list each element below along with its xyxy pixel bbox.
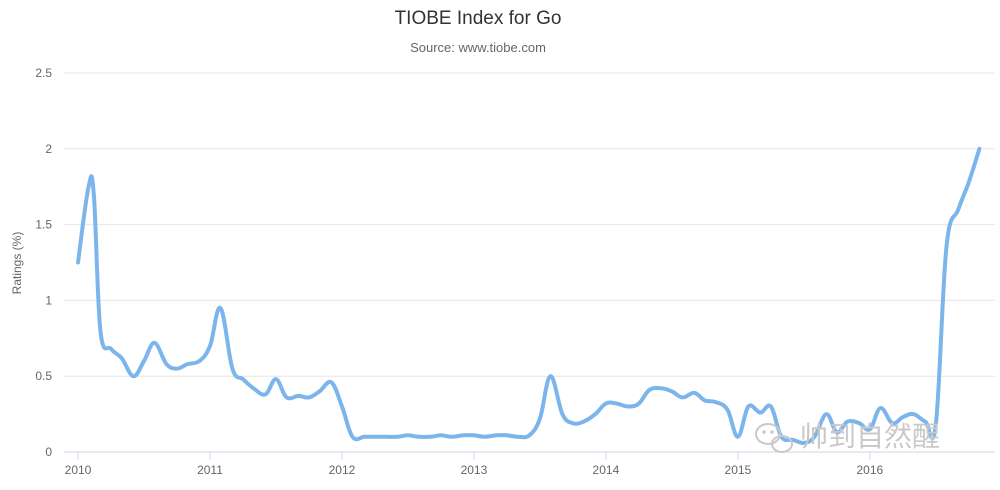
watermark-text: 帅到自然醒 [800,420,940,453]
x-tick-label: 2016 [857,463,884,477]
y-tick-label: 1.5 [35,218,52,232]
x-tick-label: 2012 [329,463,356,477]
y-tick-label: 0.5 [35,369,52,383]
y-tick-label: 2.5 [35,66,52,80]
y-tick-label: 2 [45,142,52,156]
y-tick-label: 1 [45,293,52,307]
chart-subtitle: Source: www.tiobe.com [410,40,546,55]
x-tick-label: 2015 [725,463,752,477]
wechat-icon [755,423,793,453]
series-line [76,146,982,445]
x-tick-label: 2013 [461,463,488,477]
series-layer [76,146,982,445]
x-axis-ticks: 2010 2011 2012 2013 2014 2015 2016 [65,452,884,477]
grid-lines [64,72,995,377]
x-tick-label: 2010 [65,463,92,477]
x-tick-label: 2011 [197,463,223,477]
chart-title: TIOBE Index for Go [395,8,562,29]
y-tick-label: 0 [45,445,52,459]
watermark: 帅到自然醒 [755,420,940,453]
y-axis-label: Ratings (%) [10,232,24,295]
x-tick-label: 2014 [593,463,620,477]
y-axis-ticks: 0 0.5 1 1.5 2 2.5 [35,66,52,459]
